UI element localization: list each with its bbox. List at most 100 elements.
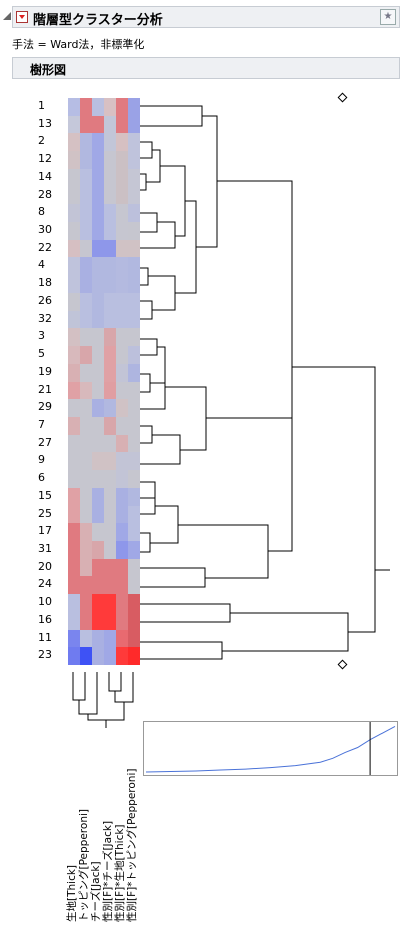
row-label[interactable]: 27 bbox=[38, 435, 52, 449]
heatmap-cell bbox=[68, 647, 80, 666]
red-triangle-menu-icon[interactable] bbox=[16, 11, 28, 23]
row-label[interactable]: 16 bbox=[38, 612, 52, 626]
heatmap-cell bbox=[116, 487, 128, 506]
heatmap-cell bbox=[68, 381, 80, 400]
row-label[interactable]: 1 bbox=[38, 99, 45, 112]
heatmap-cell bbox=[92, 363, 104, 382]
row-label[interactable]: 28 bbox=[38, 187, 52, 201]
row-label[interactable]: 8 bbox=[38, 205, 45, 219]
heatmap-cell bbox=[116, 257, 128, 276]
heatmap-cell bbox=[80, 115, 92, 134]
heatmap-cell bbox=[80, 346, 92, 365]
heatmap-cell bbox=[80, 647, 92, 666]
row-label[interactable]: 5 bbox=[38, 347, 45, 361]
heatmap-cell bbox=[128, 470, 140, 489]
heatmap-cell bbox=[80, 239, 92, 258]
heatmap-cell bbox=[92, 629, 104, 648]
heatmap-cell bbox=[104, 594, 116, 613]
heatmap-cell bbox=[116, 346, 128, 365]
column-label[interactable]: トッピング[Pepperoni] bbox=[78, 809, 90, 922]
row-label[interactable]: 17 bbox=[38, 524, 52, 538]
row-label[interactable]: 14 bbox=[38, 169, 52, 183]
row-label[interactable]: 30 bbox=[38, 223, 52, 237]
heatmap-cell bbox=[128, 151, 140, 170]
heatmap-cell bbox=[80, 470, 92, 489]
disclosure-triangle-icon[interactable] bbox=[3, 12, 11, 20]
row-label[interactable]: 25 bbox=[38, 506, 52, 520]
heatmap-cell bbox=[128, 346, 140, 365]
pin-star-icon[interactable]: ★ bbox=[380, 9, 396, 25]
heatmap-cell bbox=[92, 98, 104, 117]
row-label[interactable]: 11 bbox=[38, 630, 52, 644]
heatmap-cell bbox=[128, 275, 140, 294]
row-label[interactable]: 19 bbox=[38, 364, 52, 378]
heatmap-cell bbox=[80, 416, 92, 435]
heatmap-cell bbox=[92, 381, 104, 400]
heatmap-cell bbox=[68, 275, 80, 294]
row-label[interactable]: 13 bbox=[38, 116, 52, 130]
heatmap-cell bbox=[68, 594, 80, 613]
heatmap-cell bbox=[116, 434, 128, 453]
row-label[interactable]: 18 bbox=[38, 276, 52, 290]
heatmap-cell bbox=[92, 540, 104, 559]
row-label[interactable]: 32 bbox=[38, 311, 52, 325]
column-label[interactable]: 生地[Thick] bbox=[66, 864, 78, 922]
report-header: 階層型クラスター分析 ★ bbox=[0, 0, 404, 36]
row-label[interactable]: 7 bbox=[38, 417, 45, 431]
row-label[interactable]: 6 bbox=[38, 471, 45, 485]
heatmap-cell bbox=[116, 239, 128, 258]
row-label[interactable]: 12 bbox=[38, 152, 52, 166]
heatmap-cell bbox=[128, 204, 140, 223]
report-title: 階層型クラスター分析 bbox=[33, 13, 163, 28]
row-label[interactable]: 9 bbox=[38, 453, 45, 467]
heatmap-cell bbox=[104, 381, 116, 400]
heatmap-cell bbox=[68, 505, 80, 524]
heatmap-cell bbox=[104, 115, 116, 134]
column-label[interactable]: 性別[F]*生地[Thick] bbox=[114, 824, 126, 922]
heatmap-cell bbox=[92, 416, 104, 435]
row-label[interactable]: 29 bbox=[38, 400, 52, 414]
heatmap-cell bbox=[80, 328, 92, 347]
heatmap-cell bbox=[128, 399, 140, 418]
heatmap-cell bbox=[128, 505, 140, 524]
row-label[interactable]: 2 bbox=[38, 134, 45, 148]
heatmap-cell bbox=[68, 540, 80, 559]
row-label[interactable]: 24 bbox=[38, 577, 52, 591]
heatmap-cell bbox=[104, 540, 116, 559]
heatmap-cell bbox=[68, 487, 80, 506]
row-label[interactable]: 31 bbox=[38, 541, 52, 555]
column-label[interactable]: 性別[F]*トッピング[Pepperoni] bbox=[126, 768, 138, 922]
column-label[interactable]: チーズ[Jack] bbox=[90, 861, 102, 922]
heatmap-cell bbox=[104, 328, 116, 347]
heatmap-cell bbox=[92, 257, 104, 276]
heatmap-cell bbox=[92, 275, 104, 294]
heatmap-cell bbox=[128, 168, 140, 187]
row-label[interactable]: 15 bbox=[38, 488, 52, 502]
row-label[interactable]: 20 bbox=[38, 559, 52, 573]
heatmap-cell bbox=[116, 629, 128, 648]
heatmap-cell bbox=[92, 434, 104, 453]
row-label[interactable]: 4 bbox=[38, 258, 45, 272]
heatmap-cell bbox=[68, 611, 80, 630]
row-label[interactable]: 26 bbox=[38, 293, 52, 307]
heatmap-cell bbox=[116, 204, 128, 223]
row-label[interactable]: 10 bbox=[38, 595, 52, 609]
heatmap-cell bbox=[128, 611, 140, 630]
heatmap-cell bbox=[68, 292, 80, 311]
heatmap-cell bbox=[80, 168, 92, 187]
heatmap-cell bbox=[128, 292, 140, 311]
row-label[interactable]: 23 bbox=[38, 648, 52, 662]
row-label[interactable]: 3 bbox=[38, 329, 45, 343]
heatmap-cell bbox=[68, 629, 80, 648]
heatmap-cell bbox=[104, 98, 116, 117]
heatmap-cell bbox=[68, 416, 80, 435]
heatmap-cell bbox=[104, 133, 116, 152]
heatmap-cell bbox=[80, 452, 92, 471]
heatmap-cell bbox=[128, 452, 140, 471]
row-label[interactable]: 21 bbox=[38, 382, 52, 396]
column-label[interactable]: 性別[F]*チーズ[Jack] bbox=[102, 820, 114, 922]
row-label[interactable]: 22 bbox=[38, 240, 52, 254]
heatmap-cell bbox=[80, 611, 92, 630]
heatmap-cell bbox=[104, 239, 116, 258]
heatmap-cell bbox=[104, 505, 116, 524]
